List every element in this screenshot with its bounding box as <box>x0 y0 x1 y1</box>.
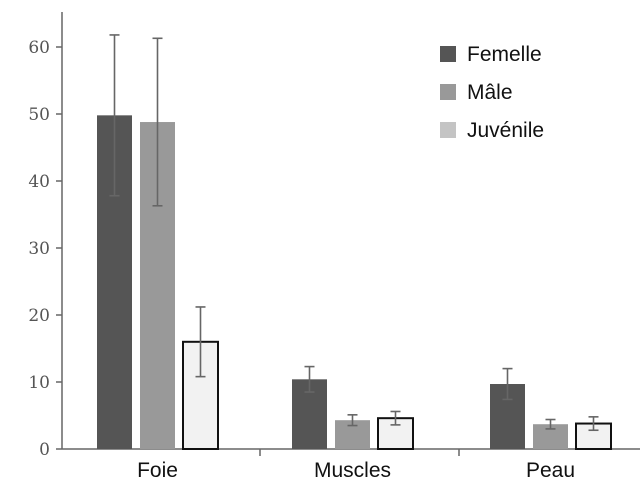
legend-swatch <box>440 46 456 62</box>
legend: Femelle Mâle Juvénile <box>440 43 544 142</box>
y-tick-label: 20 <box>28 306 50 326</box>
legend-swatch <box>440 122 456 138</box>
y-tick-label: 50 <box>28 105 50 125</box>
legend-label: Juvénile <box>467 119 544 142</box>
bars-layer <box>97 115 612 451</box>
x-tick-label: Foie <box>137 459 178 482</box>
y-tick-label: 30 <box>28 239 50 259</box>
x-tick-label: Muscles <box>314 459 391 482</box>
y-axis: 0 10 20 30 40 50 60 <box>28 12 63 460</box>
legend-swatch <box>440 84 456 100</box>
y-tick-label: 0 <box>39 440 50 460</box>
y-tick-label: 40 <box>28 172 50 192</box>
y-tick-label: 10 <box>28 373 50 393</box>
x-axis: Foie Muscles Peau <box>62 448 640 482</box>
x-tick-label: Peau <box>526 459 575 482</box>
legend-label: Mâle <box>467 81 513 104</box>
legend-label: Femelle <box>467 43 542 66</box>
error-bars-layer <box>109 34 599 432</box>
y-tick-label: 60 <box>28 38 50 58</box>
